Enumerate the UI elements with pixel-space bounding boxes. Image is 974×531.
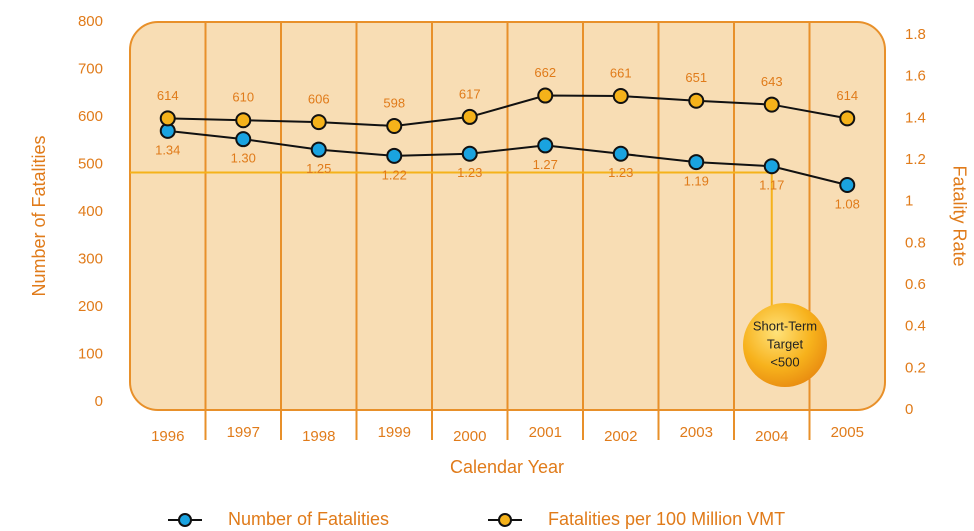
y2-tick-label: 1.8 [905, 26, 926, 43]
chart: Number of Fatalities Fatality Rate Calen… [0, 0, 974, 531]
x-tick-label: 2000 [453, 428, 486, 445]
data-point [614, 89, 628, 103]
target-annotation: Short-Term [753, 318, 817, 333]
data-point [840, 111, 854, 125]
data-point [236, 113, 250, 127]
x-tick-label: 2001 [529, 424, 562, 441]
data-label: 1.23 [608, 165, 633, 180]
y2-tick-label: 0.8 [905, 234, 926, 251]
data-point [312, 143, 326, 157]
y-tick-label: 100 [78, 345, 103, 362]
y2-tick-label: 1.4 [905, 109, 926, 126]
data-label: 661 [610, 65, 632, 80]
y-axis-title: Number of Fatalities [29, 135, 49, 296]
data-point [689, 155, 703, 169]
target-annotation: <500 [770, 354, 799, 369]
data-point [765, 98, 779, 112]
data-label: 1.22 [382, 167, 407, 182]
y2-tick-label: 1 [905, 193, 913, 210]
data-point [538, 138, 552, 152]
y-tick-label: 0 [95, 393, 103, 410]
y-tick-label: 500 [78, 155, 103, 172]
legend-label: Fatalities per 100 Million VMT [548, 509, 785, 529]
data-label: 610 [232, 90, 254, 105]
data-point [236, 132, 250, 146]
data-label: 1.34 [155, 142, 180, 157]
data-point [538, 89, 552, 103]
data-point [765, 159, 779, 173]
y-tick-label: 200 [78, 298, 103, 315]
data-label: 1.17 [759, 178, 784, 193]
x-tick-label: 2004 [755, 428, 788, 445]
data-label: 643 [761, 74, 783, 89]
x-tick-label: 1996 [151, 428, 184, 445]
data-label: 662 [534, 65, 556, 80]
data-label: 606 [308, 92, 330, 107]
data-point [463, 147, 477, 161]
x-tick-label: 2005 [831, 424, 864, 441]
data-point [387, 119, 401, 133]
target-annotation: Target [767, 336, 804, 351]
y-tick-label: 600 [78, 108, 103, 125]
y2-axis-title: Fatality Rate [949, 165, 969, 266]
x-axis-title: Calendar Year [450, 457, 564, 477]
data-label: 1.19 [684, 174, 709, 189]
legend-marker [499, 514, 511, 526]
x-tick-label: 2002 [604, 428, 637, 445]
y2-tick-label: 1.6 [905, 68, 926, 85]
y2-tick-label: 0 [905, 401, 913, 418]
legend-label: Number of Fatalities [228, 509, 389, 529]
data-point [614, 147, 628, 161]
x-tick-label: 1997 [227, 424, 260, 441]
data-point [312, 115, 326, 129]
data-label: 614 [836, 88, 858, 103]
data-point [840, 178, 854, 192]
data-label: 617 [459, 86, 481, 101]
data-label: 651 [685, 70, 707, 85]
y2-tick-label: 0.2 [905, 359, 926, 376]
x-tick-label: 1998 [302, 428, 335, 445]
y-tick-label: 700 [78, 60, 103, 77]
data-label: 614 [157, 88, 179, 103]
data-label: 1.08 [835, 196, 860, 211]
y2-tick-label: 1.2 [905, 151, 926, 168]
y-tick-label: 800 [78, 13, 103, 30]
y-tick-label: 300 [78, 250, 103, 267]
y2-tick-label: 0.4 [905, 318, 926, 335]
x-tick-label: 1999 [378, 424, 411, 441]
y2-tick-label: 0.6 [905, 276, 926, 293]
data-label: 1.25 [306, 161, 331, 176]
y-tick-label: 400 [78, 203, 103, 220]
data-point [463, 110, 477, 124]
data-label: 1.30 [231, 151, 256, 166]
data-point [689, 94, 703, 108]
data-label: 1.27 [533, 157, 558, 172]
legend-marker [179, 514, 191, 526]
x-tick-label: 2003 [680, 424, 713, 441]
data-point [161, 111, 175, 125]
data-label: 598 [383, 95, 405, 110]
data-label: 1.23 [457, 165, 482, 180]
data-point [387, 149, 401, 163]
